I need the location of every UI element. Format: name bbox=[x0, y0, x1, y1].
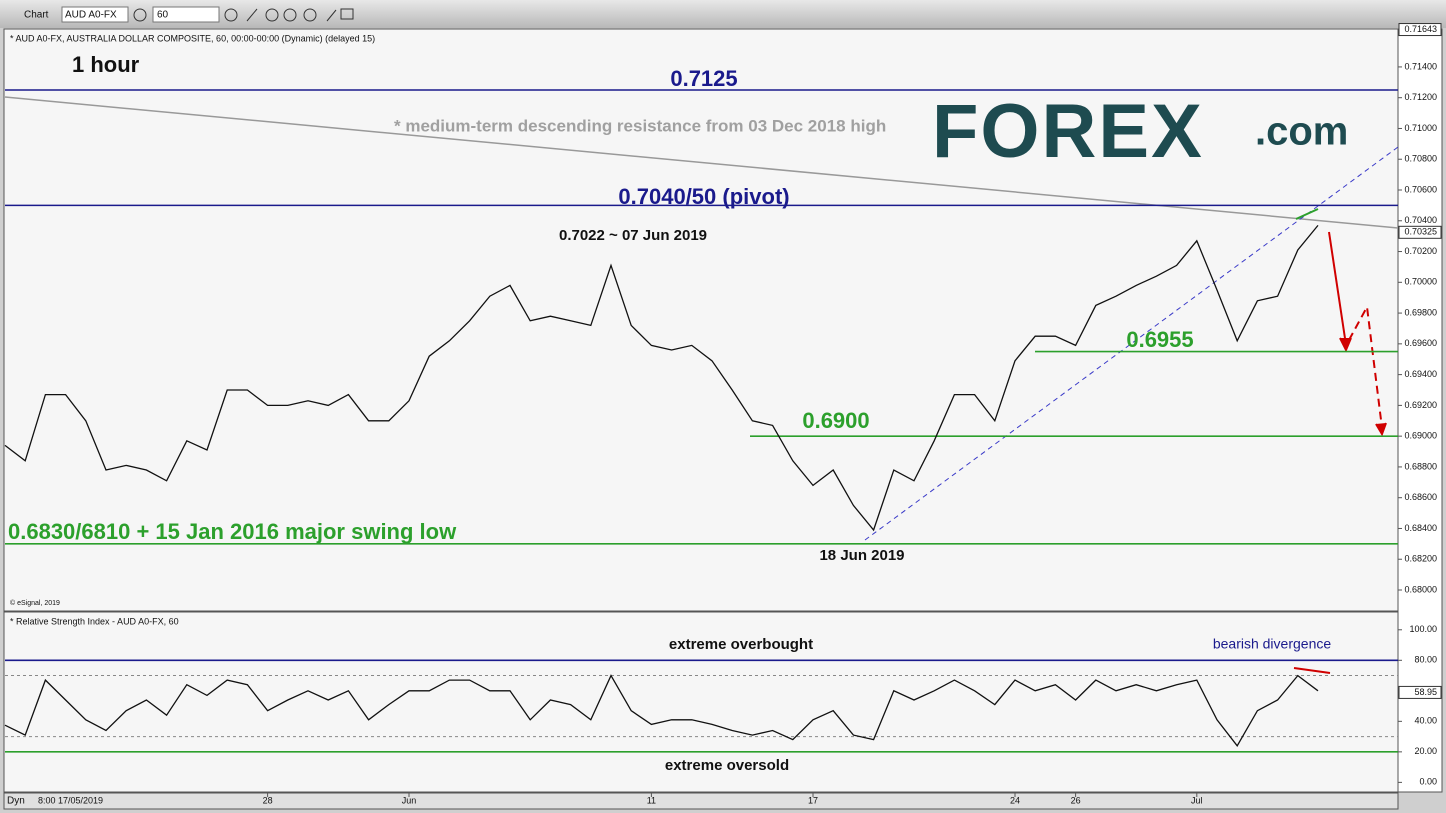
symbol[interactable]: AUD A0-FX bbox=[65, 10, 117, 21]
y-tick-label: 40.00 bbox=[1414, 716, 1437, 726]
panel-title: * Relative Strength Index - AUD A0-FX, 6… bbox=[10, 616, 179, 626]
level-label: 0.6955 bbox=[1126, 327, 1193, 352]
y-tick-label: 0.70800 bbox=[1404, 154, 1437, 164]
y-tick-label: 0.00 bbox=[1419, 777, 1437, 787]
y-tick-label: 20.00 bbox=[1414, 746, 1437, 756]
projection-arrows bbox=[1328, 231, 1387, 437]
value-marker-label: 0.70325 bbox=[1404, 227, 1437, 237]
interval-box[interactable] bbox=[152, 6, 220, 23]
y-tick-label: 0.70400 bbox=[1404, 215, 1437, 225]
annotation: extreme overbought bbox=[669, 636, 813, 653]
annotation: extreme oversold bbox=[665, 757, 789, 774]
y-tick-label: 0.71400 bbox=[1404, 61, 1437, 71]
x-tick-label: 17 bbox=[808, 795, 818, 805]
rsi-panel bbox=[3, 611, 1399, 793]
x-tick-label: 24 bbox=[1010, 795, 1020, 805]
logo-suffix: .com bbox=[1255, 110, 1348, 154]
level-label: 0.6830/6810 + 15 Jan 2016 major swing lo… bbox=[8, 519, 457, 544]
level-label: 0.6900 bbox=[802, 408, 869, 433]
y-tick-label: 0.70600 bbox=[1404, 184, 1437, 194]
value-marker-label: 58.95 bbox=[1414, 687, 1437, 697]
toolbar-icons[interactable] bbox=[133, 8, 354, 22]
y-tick-label: 0.69400 bbox=[1404, 369, 1437, 379]
interval[interactable]: 60 bbox=[157, 10, 169, 21]
time-axis bbox=[3, 792, 1399, 810]
value-axis bbox=[1397, 28, 1443, 793]
x-tick-label: 26 bbox=[1071, 795, 1081, 805]
x-tick-label: Jun bbox=[402, 795, 417, 805]
annotation: 1 hour bbox=[72, 52, 140, 77]
price-panel bbox=[3, 28, 1399, 612]
x-tick-label: 28 bbox=[263, 795, 273, 805]
level-label: 0.7125 bbox=[670, 66, 737, 91]
y-tick-label: 0.68600 bbox=[1404, 492, 1437, 502]
y-tick-label: 0.71200 bbox=[1404, 92, 1437, 102]
annotation: 0.7022 ~ 07 Jun 2019 bbox=[559, 227, 707, 244]
value-marker bbox=[1398, 685, 1442, 699]
y-tick-label: 0.69200 bbox=[1404, 400, 1437, 410]
series-line bbox=[4, 674, 1319, 747]
toolbar-title: Chart bbox=[24, 10, 49, 21]
series-line bbox=[4, 224, 1319, 532]
annotation: 18 Jun 2019 bbox=[819, 547, 904, 564]
y-tick-label: 0.68800 bbox=[1404, 461, 1437, 471]
y-tick-label: 0.69000 bbox=[1404, 431, 1437, 441]
x-tick-label: 11 bbox=[647, 795, 656, 805]
y-tick-label: 100.00 bbox=[1409, 624, 1437, 634]
toolbar bbox=[0, 0, 1446, 28]
annotation: © eSignal, 2019 bbox=[10, 599, 60, 607]
y-tick-label: 80.00 bbox=[1414, 655, 1437, 665]
y-tick-label: 0.71000 bbox=[1404, 123, 1437, 133]
y-tick-label: 0.69800 bbox=[1404, 307, 1437, 317]
y-tick-label: 0.69600 bbox=[1404, 338, 1437, 348]
y-tick-label: 0.70200 bbox=[1404, 246, 1437, 256]
value-marker bbox=[1398, 23, 1442, 37]
price-high-line bbox=[1295, 208, 1319, 220]
y-tick-label: 0.68400 bbox=[1404, 523, 1437, 533]
value-marker-label: 0.71643 bbox=[1404, 24, 1437, 34]
y-tick-label: 0.70000 bbox=[1404, 277, 1437, 287]
annotation: bearish divergence bbox=[1213, 636, 1332, 652]
panel-title: * AUD A0-FX, AUSTRALIA DOLLAR COMPOSITE,… bbox=[10, 33, 375, 43]
annotation: * medium-term descending resistance from… bbox=[394, 116, 886, 135]
rsi-divergence-line bbox=[1293, 667, 1331, 674]
y-tick-label: 0.68000 bbox=[1404, 584, 1437, 594]
footer-start: 8:00 17/05/2019 bbox=[38, 795, 103, 805]
y-tick-label: 0.68200 bbox=[1404, 554, 1437, 564]
symbol-box[interactable] bbox=[61, 6, 129, 23]
footer-mode: Dyn bbox=[7, 796, 25, 807]
value-marker bbox=[1398, 225, 1442, 239]
x-tick-label: Jul bbox=[1191, 795, 1203, 805]
logo-main: FOREX bbox=[932, 89, 1204, 174]
level-label: 0.7040/50 (pivot) bbox=[618, 184, 789, 209]
